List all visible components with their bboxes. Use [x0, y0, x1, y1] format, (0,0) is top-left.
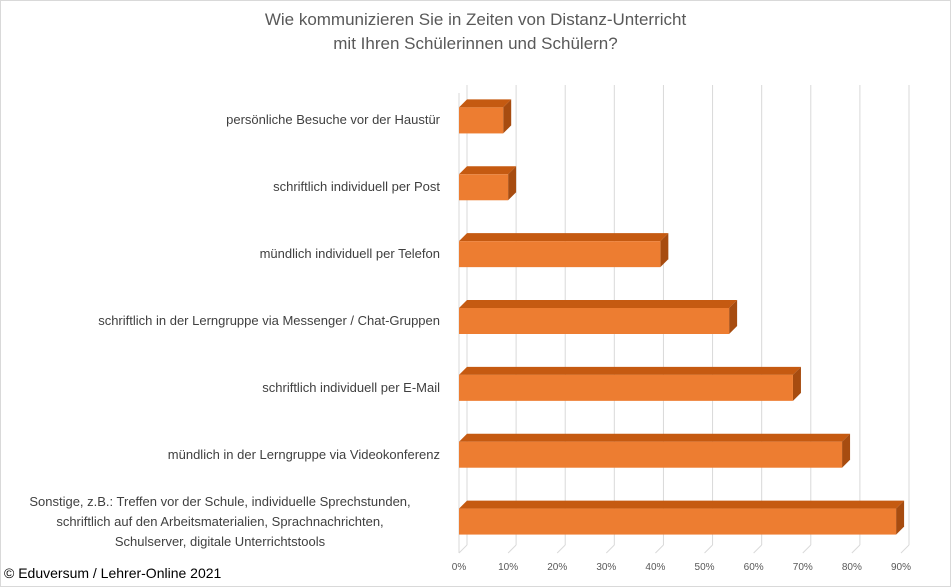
category-label: schriftlich individuell per E-Mail [0, 378, 440, 398]
chart-title-line-1: Wie kommunizieren Sie in Zeiten von Dist… [264, 10, 687, 29]
category-label: schriftlich in der Lerngruppe via Messen… [0, 311, 440, 331]
bar-top-face [459, 99, 512, 108]
bar-side-face [508, 166, 517, 201]
copyright-credit: © Eduversum / Lehrer-Online 2021 [4, 565, 222, 581]
category-label-line: schriftlich individuell per E-Mail [262, 379, 440, 395]
floor-gridline-1 [507, 544, 517, 554]
category-label: persönliche Besuche vor der Haustür [0, 110, 440, 130]
x-tick-label: 90% [891, 562, 911, 573]
bar-top-face [459, 233, 669, 242]
bar-side-face [729, 300, 738, 334]
chart-title-line-2: mit Ihren Schülerinnen und Schülern? [333, 34, 618, 53]
bar-top-face [459, 300, 738, 308]
bar [459, 107, 504, 134]
category-label: schriftlich individuell per Post [0, 177, 440, 197]
bar-top-face [459, 433, 851, 442]
floor-gridline-5 [704, 544, 713, 554]
floor-gridline-0 [458, 544, 468, 554]
floor-gridline-7 [802, 544, 812, 554]
x-tick-label: 60% [744, 562, 764, 573]
x-tick-label: 50% [695, 562, 715, 573]
bar-side-face [503, 99, 512, 134]
x-tick-label: 0% [452, 562, 467, 573]
floor-gridline-2 [556, 544, 566, 554]
bar-side-face [842, 433, 851, 468]
x-tick-label: 20% [547, 562, 567, 573]
category-label-line: schriftlich individuell per Post [273, 179, 440, 195]
bar [459, 508, 897, 535]
bar [459, 174, 509, 201]
category-label-line: schriftlich auf den Arbeitsmaterialien, … [56, 513, 384, 529]
chart-title: Wie kommunizieren Sie in Zeiten von Dist… [0, 8, 951, 56]
x-tick-label: 80% [842, 562, 862, 573]
bar [459, 374, 793, 401]
floor-gridline-6 [753, 544, 763, 554]
category-label-line: mündlich in der Lerngruppe via Videokonf… [167, 446, 440, 462]
bar [459, 308, 730, 334]
x-tick-label: 40% [645, 562, 665, 573]
x-tick-label: 30% [596, 562, 616, 573]
floor-gridline-9 [900, 544, 910, 554]
category-label-line: persönliche Besuche vor der Haustür [226, 112, 440, 128]
category-label: mündlich in der Lerngruppe via Videokonf… [0, 445, 440, 465]
floor-gridline-3 [605, 544, 615, 554]
bar-side-face [792, 366, 801, 401]
category-label-line: Schulserver, digitale Unterrichtstools [114, 533, 326, 549]
floor-gridline-4 [655, 544, 664, 554]
category-label: Sonstige, z.B.: Treffen vor der Schule, … [0, 492, 440, 552]
bar-top-face [459, 166, 517, 175]
category-label-line: schriftlich in der Lerngruppe via Messen… [98, 313, 440, 328]
floor-gridline-8 [851, 544, 861, 554]
bar [459, 441, 843, 468]
bar-side-face [660, 233, 669, 268]
category-label-line: Sonstige, z.B.: Treffen vor der Schule, … [29, 493, 411, 509]
x-tick-label: 10% [498, 562, 518, 573]
x-tick-label: 70% [793, 562, 813, 573]
bar-top-face [459, 500, 905, 509]
bar-side-face [896, 500, 905, 535]
category-label-line: mündlich individuell per Telefon [259, 246, 440, 262]
bar-top-face [459, 366, 801, 375]
category-label: mündlich individuell per Telefon [0, 244, 440, 264]
bar [459, 241, 661, 268]
